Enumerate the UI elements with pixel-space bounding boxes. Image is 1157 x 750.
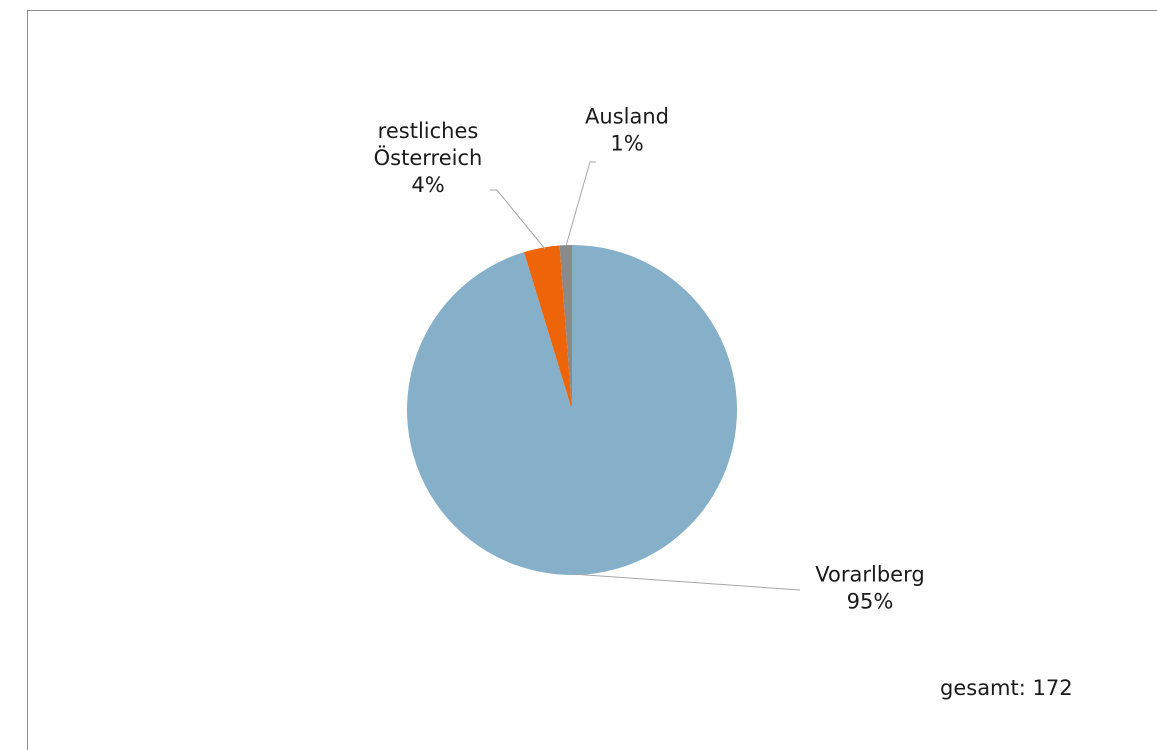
leader-line	[571, 573, 801, 591]
leader-lines	[490, 161, 801, 591]
data-labels: Vorarlberg 95% restliches Österreich 4% Ausla…	[374, 105, 925, 614]
total-count: gesamt: 172	[940, 676, 1073, 700]
pie-slice-vorarlberg	[406, 245, 737, 575]
data-label-name: restliches	[378, 119, 479, 143]
data-label-percent: 95%	[847, 590, 894, 614]
data-label: restliches Österreich 4%	[374, 119, 483, 197]
pie-slice-ausland	[559, 245, 572, 410]
data-label: Ausland 1%	[585, 105, 669, 156]
data-label-name: Österreich	[374, 145, 483, 170]
data-label-percent: 1%	[610, 132, 643, 156]
data-label-percent: 4%	[411, 173, 444, 197]
leader-line	[490, 189, 546, 250]
data-label: Vorarlberg 95%	[815, 563, 924, 614]
data-label-name: Vorarlberg	[815, 563, 924, 587]
pie-slice-restliches-österreich	[523, 245, 572, 410]
data-label-name: Ausland	[585, 105, 669, 129]
pie-slices	[406, 245, 737, 575]
leader-line	[565, 161, 596, 247]
